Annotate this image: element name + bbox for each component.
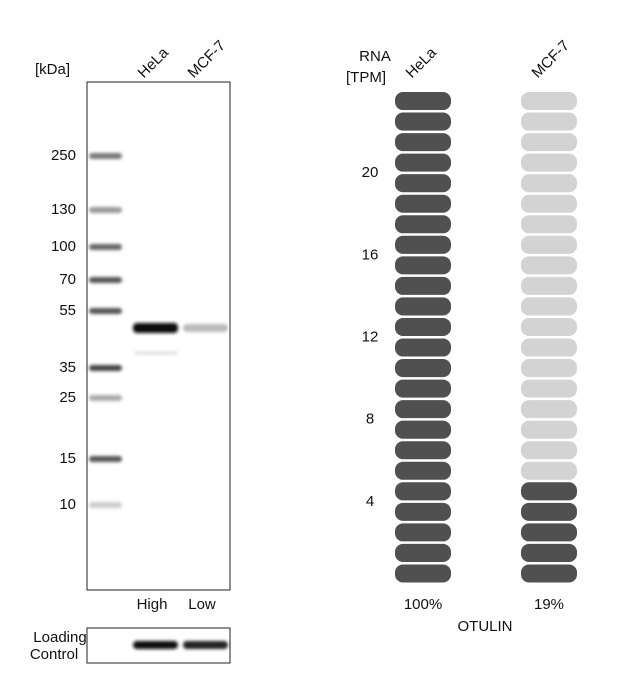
band [134, 351, 178, 355]
pill [395, 461, 451, 480]
marker-label: 25 [59, 389, 76, 406]
axis-label: [TPM] [346, 69, 386, 86]
marker-label: 10 [59, 496, 76, 513]
band [183, 324, 228, 332]
pill [521, 502, 577, 521]
pill [395, 133, 451, 152]
marker-label: 35 [59, 359, 76, 376]
value-label: 19% [534, 596, 564, 613]
pill-column [521, 92, 577, 583]
band [133, 323, 178, 333]
pill [395, 153, 451, 172]
pill [521, 379, 577, 398]
ladder-band [89, 456, 122, 462]
pill [395, 523, 451, 542]
lane-level: Low [188, 596, 216, 613]
pill [395, 441, 451, 460]
ladder-band [89, 207, 122, 213]
pill [521, 564, 577, 583]
pill [521, 153, 577, 172]
marker-label: 130 [51, 201, 76, 218]
pill [395, 215, 451, 234]
cell-line-label: MCF-7 [529, 37, 573, 81]
ladder-band [89, 365, 122, 371]
value-label: 100% [404, 596, 442, 613]
pill [521, 317, 577, 336]
pill [395, 420, 451, 439]
pill [521, 235, 577, 254]
pill [395, 338, 451, 357]
pill [395, 317, 451, 336]
marker-label: 55 [59, 302, 76, 319]
lane-label: MCF-7 [185, 37, 229, 81]
pill [521, 338, 577, 357]
pill [395, 256, 451, 275]
pill [395, 276, 451, 295]
pill [395, 502, 451, 521]
y-tick-label: 16 [362, 246, 379, 263]
kda-label: [kDa] [35, 61, 70, 78]
pill [395, 379, 451, 398]
pill [395, 235, 451, 254]
lane-level: High [137, 596, 168, 613]
ladder-band [89, 153, 122, 159]
marker-label: 100 [51, 238, 76, 255]
y-tick-label: 20 [362, 164, 379, 181]
band [183, 641, 228, 649]
cell-line-label: HeLa [403, 44, 441, 82]
pill [521, 523, 577, 542]
pill [395, 297, 451, 316]
pill [521, 174, 577, 193]
pill [395, 359, 451, 378]
pill [521, 256, 577, 275]
pill [521, 400, 577, 419]
pill [395, 194, 451, 213]
pill [521, 133, 577, 152]
loading-label: Loading [33, 629, 86, 646]
pill [395, 92, 451, 111]
pill [395, 482, 451, 501]
pill [395, 400, 451, 419]
loading-label: Control [30, 646, 78, 663]
pill [521, 276, 577, 295]
pill [521, 461, 577, 480]
ladder-band [89, 277, 122, 283]
lane-label: HeLa [135, 44, 173, 82]
pill [521, 441, 577, 460]
pill [395, 564, 451, 583]
gene-name: OTULIN [457, 618, 512, 635]
pill-column [395, 92, 451, 583]
ladder-band [89, 308, 122, 314]
pill [521, 297, 577, 316]
marker-label: 70 [59, 271, 76, 288]
y-tick-label: 8 [366, 411, 374, 428]
axis-label: RNA [359, 48, 391, 65]
pill [521, 420, 577, 439]
y-tick-label: 4 [366, 493, 374, 510]
pill [521, 543, 577, 562]
band [133, 641, 178, 649]
pill [521, 112, 577, 131]
pill [395, 174, 451, 193]
pill [521, 215, 577, 234]
pill [521, 482, 577, 501]
pill [521, 194, 577, 213]
pill [395, 112, 451, 131]
marker-label: 250 [51, 147, 76, 164]
y-tick-label: 12 [362, 328, 379, 345]
ladder-band [89, 395, 122, 401]
marker-label: 15 [59, 450, 76, 467]
ladder-band [89, 502, 122, 508]
ladder-band [89, 244, 122, 250]
pill [521, 92, 577, 111]
pill [521, 359, 577, 378]
pill [395, 543, 451, 562]
